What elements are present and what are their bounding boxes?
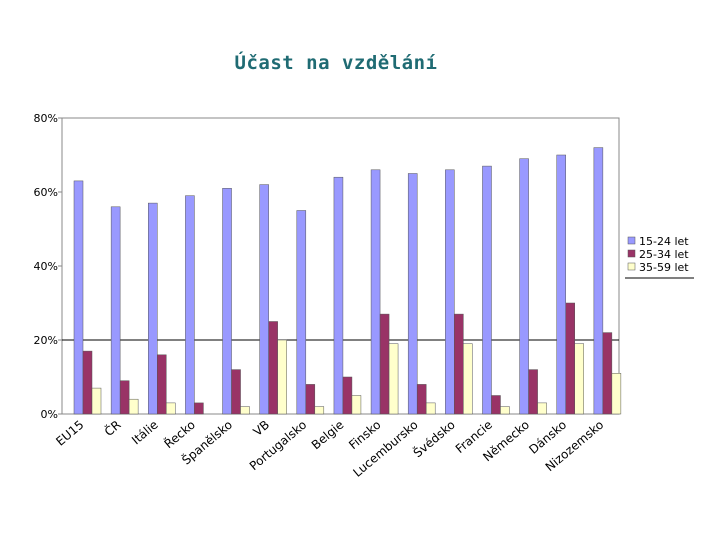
- bar: [73, 180, 84, 415]
- bar: [556, 154, 566, 415]
- bar: [425, 402, 436, 415]
- y-tick-label: 80%: [34, 112, 58, 125]
- x-tick-label: EU15: [53, 418, 86, 449]
- bar: [157, 354, 167, 415]
- legend-swatch: [627, 236, 636, 245]
- bar: [305, 384, 316, 415]
- bar: [296, 210, 307, 415]
- bar: [602, 332, 613, 415]
- bar: [416, 384, 427, 415]
- bar: [148, 202, 158, 415]
- bar: [500, 406, 510, 415]
- bar: [528, 369, 538, 415]
- y-tick-label: 40%: [34, 260, 58, 273]
- y-tick-label: 60%: [34, 186, 58, 199]
- bar: [574, 343, 584, 415]
- x-tick-label: Itálie: [129, 418, 161, 448]
- bar: [611, 373, 622, 415]
- bar: [565, 302, 575, 415]
- bar: [388, 343, 399, 415]
- bar: [314, 406, 325, 415]
- bar: [491, 395, 501, 415]
- x-tick-label: ČR: [101, 417, 123, 439]
- legend-swatch: [627, 262, 636, 271]
- bar: [82, 350, 93, 415]
- x-tick-label: VB: [251, 418, 273, 439]
- x-tick-label: Švédsko: [410, 417, 458, 461]
- bar: [268, 321, 278, 415]
- bar: [379, 313, 390, 415]
- legend-label: 35-59 let: [639, 261, 689, 274]
- bar: [593, 147, 604, 415]
- bar: [194, 402, 204, 415]
- bar: [110, 206, 121, 415]
- legend-label: 25-34 let: [639, 248, 689, 261]
- bar: [166, 402, 176, 415]
- x-tick-label: Lucembursko: [350, 418, 420, 480]
- bar: [342, 376, 353, 415]
- bar: [482, 165, 492, 415]
- bar: [231, 369, 241, 415]
- bar: [119, 380, 130, 415]
- x-tick-label: Belgie: [309, 418, 347, 453]
- legend-label: 15-24 let: [639, 235, 689, 248]
- bar: [351, 395, 362, 415]
- chart-title: Účast na vzdělání: [234, 52, 438, 74]
- bar: [537, 402, 547, 415]
- y-tick-label: 0%: [41, 408, 58, 421]
- bar: [519, 158, 529, 415]
- bar: [407, 173, 418, 415]
- bar: [259, 184, 269, 415]
- bar: [240, 406, 250, 415]
- y-tick-label: 20%: [34, 334, 58, 347]
- bar: [333, 176, 344, 415]
- bar: [445, 169, 455, 415]
- bar: [91, 387, 102, 415]
- legend-swatch: [627, 249, 636, 258]
- bar: [222, 188, 232, 415]
- bar: [128, 398, 139, 415]
- bar: [185, 195, 195, 415]
- bar: [463, 343, 473, 415]
- bar: [454, 313, 464, 415]
- bar: [370, 169, 381, 415]
- bar: [277, 339, 287, 415]
